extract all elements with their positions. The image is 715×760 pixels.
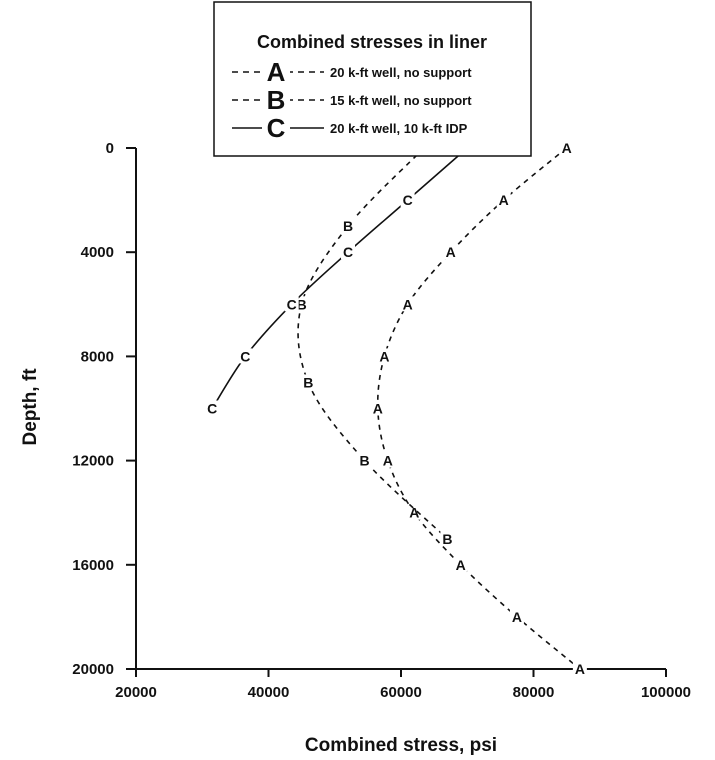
series-b-line: [297, 147, 448, 540]
series-a-marker-bg: [559, 140, 574, 155]
legend-title: Combined stresses in liner: [257, 32, 487, 52]
legend-letter-b: B: [267, 85, 286, 115]
y-tick-label: 0: [106, 140, 114, 157]
series-a-marker-bg: [400, 296, 415, 312]
y-tick-label: 12000: [72, 453, 114, 470]
series-a-marker-bg: [443, 244, 458, 260]
series-a-marker-bg: [509, 608, 524, 624]
series-c-line: [211, 147, 468, 409]
series-b: BBBBBB: [294, 140, 455, 547]
series-b-marker-bg: [357, 452, 372, 468]
legend-entries: A 20 k-ft well, no support B 15 k-ft well, …: [232, 53, 472, 143]
series-a-marker-bg: [453, 556, 468, 572]
series-a-point: A: [409, 505, 419, 521]
series-a-point: A: [373, 401, 383, 417]
x-axis-title: Combined stress, psi: [305, 735, 497, 756]
series-a-point: A: [499, 192, 509, 208]
y-tick-label: 16000: [72, 557, 114, 574]
series-a-marker-bg: [572, 661, 587, 676]
series-c-point: C: [240, 348, 250, 364]
series-a-point: A: [562, 140, 572, 156]
legend-letter-a: A: [267, 57, 286, 87]
x-tick-label: 20000: [115, 684, 157, 701]
series-b-point: B: [303, 374, 313, 390]
legend-letter-c: C: [267, 113, 286, 143]
legend-entry-a: A 20 k-ft well, no support: [232, 53, 472, 87]
y-tick-label: 20000: [72, 661, 114, 678]
series-a-point: A: [446, 244, 456, 260]
series-a-point: A: [383, 453, 393, 469]
series-a: A A A A A A A A A A A: [370, 140, 587, 677]
series-c-marker-bg: [205, 400, 220, 416]
series-b-point: B: [360, 453, 370, 469]
series-c-point: C: [403, 192, 413, 208]
y-tick-label: 4000: [81, 244, 114, 261]
series-a-point: A: [575, 661, 585, 677]
series-a-marker-bg: [407, 504, 422, 520]
series-b-marker-bg: [440, 530, 455, 546]
x-tick-label: 60000: [380, 684, 422, 701]
legend-entry-b: B 15 k-ft well, no support: [232, 81, 472, 115]
y-axis-ticks: 0 4000 8000 12000 16000 20000: [72, 140, 136, 678]
legend-letter-bg: [262, 53, 290, 83]
series-a-point: A: [512, 609, 522, 625]
x-tick-label: 40000: [248, 684, 290, 701]
series-c-marker-bg: [284, 296, 299, 312]
series-c-point: C: [287, 296, 297, 312]
series-b-marker-bg: [301, 374, 316, 390]
series-b-point: B: [442, 531, 452, 547]
legend-label-c: 20 k-ft well, 10 k-ft IDP: [330, 121, 468, 136]
series-a-marker-bg: [496, 192, 511, 208]
series-a-marker-bg: [377, 348, 392, 364]
legend: Combined stresses in liner A 20 k-ft well…: [213, 1, 532, 157]
series-layer: AAAAAAAAAAABBBBBBCCCCCC: [205, 140, 587, 677]
legend-letter-bg: [262, 109, 290, 139]
series-c-marker-bg: [238, 348, 253, 364]
series-c-point: C: [207, 401, 217, 417]
series-b-marker-bg: [341, 218, 355, 234]
legend-letter-bg: [262, 81, 290, 111]
series-a-marker-bg: [370, 400, 385, 416]
series-a-marker-bg: [380, 452, 395, 468]
series-c-marker-bg: [341, 244, 355, 260]
series-a-point: A: [403, 296, 413, 312]
y-tick-label: 8000: [81, 348, 114, 365]
legend-label-b: 15 k-ft well, no support: [330, 93, 472, 108]
series-a-point: A: [456, 557, 466, 573]
series-c-point: C: [343, 244, 353, 260]
series-b-point: B: [297, 296, 307, 312]
series-a-line: [376, 147, 581, 670]
x-axis-ticks: 20000 40000 60000 80000 100000: [115, 669, 691, 701]
legend-entry-c: C 20 k-ft well, 10 k-ft IDP: [232, 109, 468, 143]
x-tick-label: 100000: [641, 684, 691, 701]
series-c-marker-bg: [400, 192, 415, 208]
legend-label-a: 20 k-ft well, no support: [330, 65, 472, 80]
series-b-point: B: [343, 218, 353, 234]
x-tick-label: 80000: [513, 684, 555, 701]
y-axis-title: Depth, ft: [20, 368, 41, 446]
series-a-point: A: [379, 348, 389, 364]
